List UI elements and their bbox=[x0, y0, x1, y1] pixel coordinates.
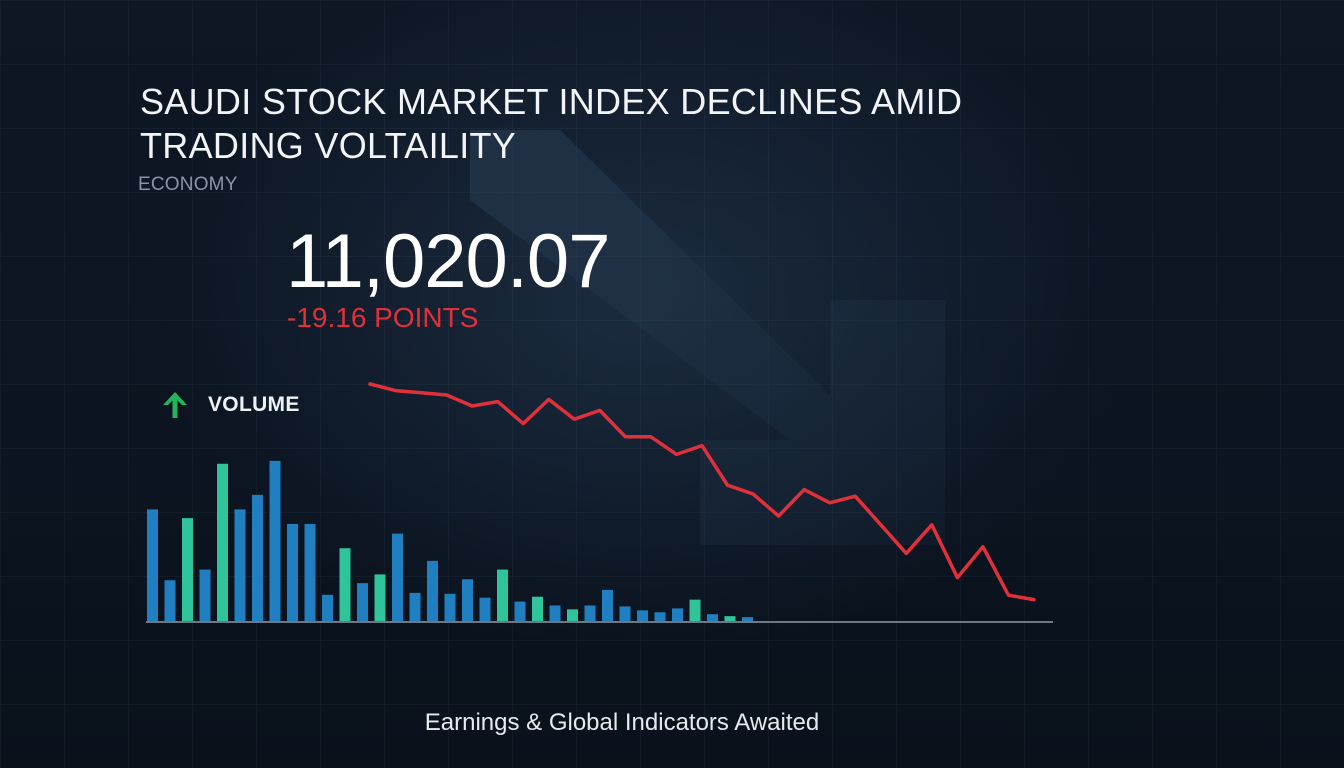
volume-bar bbox=[287, 523, 298, 621]
volume-bar bbox=[199, 569, 211, 621]
volume-bar bbox=[304, 523, 316, 621]
volume-bar bbox=[234, 509, 246, 621]
volume-bar bbox=[689, 599, 701, 621]
volume-bar bbox=[339, 548, 351, 621]
volume-label: VOLUME bbox=[208, 393, 300, 416]
volume-bar bbox=[164, 580, 176, 621]
index-trend-line bbox=[368, 382, 1036, 602]
index-change: -19.16 POINTS bbox=[287, 302, 479, 333]
volume-bar bbox=[619, 606, 631, 621]
volume-bar bbox=[444, 593, 456, 621]
volume-bar bbox=[462, 579, 473, 621]
footer-text: Earnings & Global Indicators Awaited bbox=[424, 709, 820, 736]
volume-bar bbox=[269, 460, 281, 621]
volume-bar bbox=[217, 463, 228, 621]
volume-bar bbox=[672, 608, 683, 621]
volume-bar bbox=[427, 560, 438, 621]
volume-bar bbox=[409, 592, 421, 621]
volume-bar bbox=[532, 596, 543, 621]
volume-bar bbox=[742, 617, 753, 621]
volume-bar bbox=[252, 494, 263, 621]
volume-bar bbox=[147, 509, 158, 621]
volume-bar bbox=[322, 594, 333, 621]
volume-bar bbox=[357, 583, 368, 621]
volume-bar bbox=[654, 612, 666, 621]
arrow-up-icon bbox=[163, 392, 187, 418]
footer-caption: Earnings & Global Indicators Awaited bbox=[0, 706, 1344, 740]
volume-bar bbox=[392, 533, 403, 621]
volume-bar bbox=[374, 574, 386, 621]
volume-bar bbox=[514, 601, 526, 621]
volume-bar bbox=[602, 589, 613, 621]
volume-legend: VOLUME bbox=[158, 388, 300, 422]
volume-bar bbox=[497, 569, 508, 621]
volume-bar bbox=[549, 605, 561, 621]
volume-bar bbox=[637, 610, 648, 621]
volume-bar bbox=[584, 605, 596, 621]
volume-bar bbox=[182, 518, 193, 621]
index-value: 11,020.07 bbox=[286, 219, 610, 304]
category-label: ECONOMY bbox=[138, 174, 238, 195]
volume-bar bbox=[479, 597, 491, 621]
volume-bar bbox=[724, 616, 736, 621]
headline: SAUDI STOCK MARKET INDEX DECLINES AMID T… bbox=[140, 81, 963, 166]
volume-bar bbox=[707, 614, 718, 621]
volume-bar bbox=[567, 609, 578, 621]
